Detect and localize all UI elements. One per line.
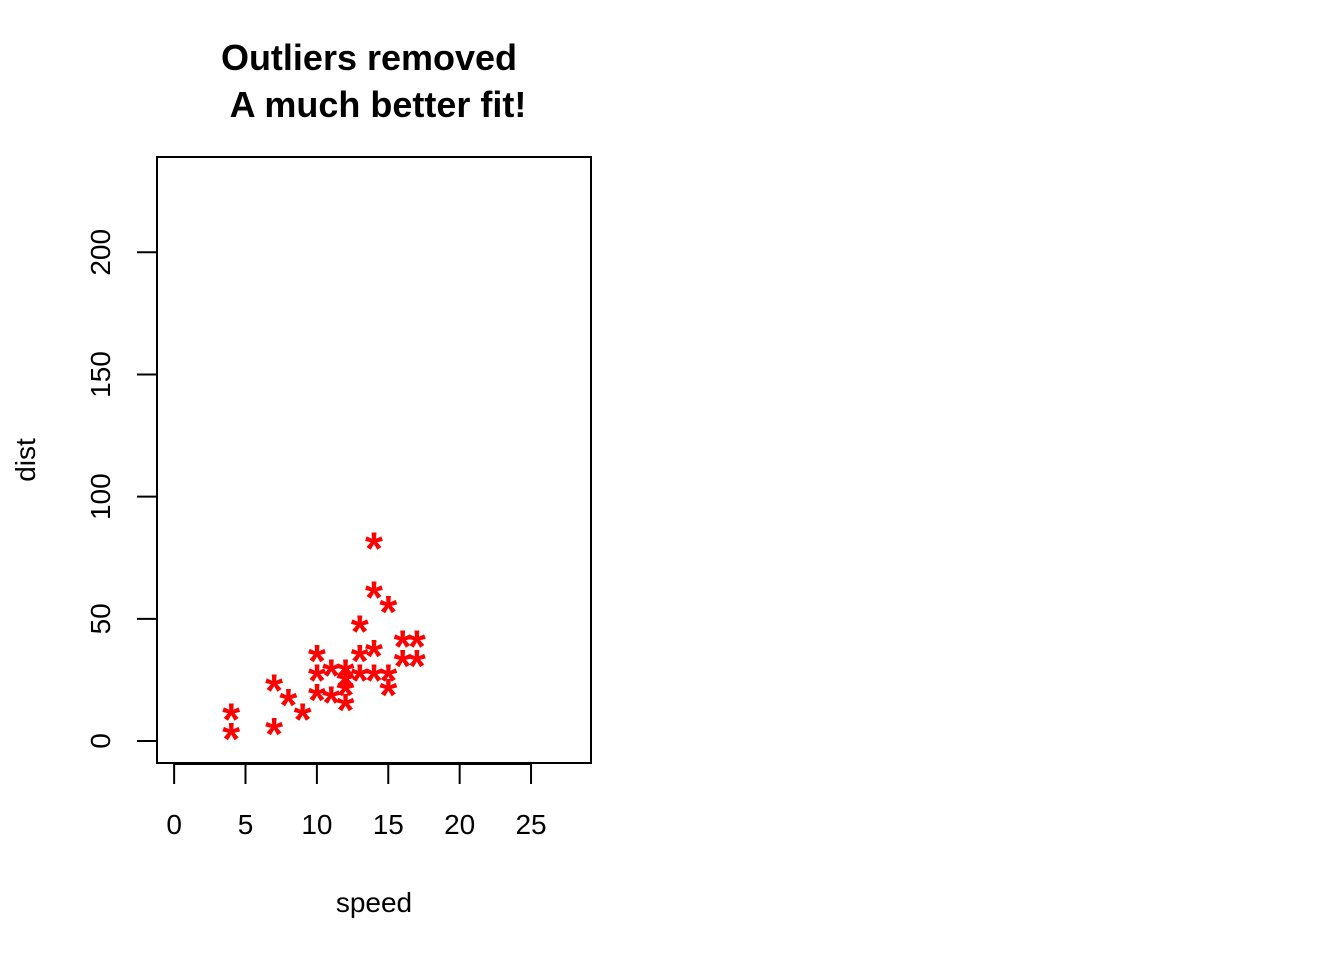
data-point: * [379, 654, 397, 706]
data-point: * [379, 669, 397, 721]
y-tick-label: 50 [85, 603, 116, 634]
y-tick-label: 100 [85, 473, 116, 520]
data-point: * [336, 669, 354, 721]
data-point: * [222, 694, 240, 746]
data-point: * [308, 654, 326, 706]
data-point: * [222, 713, 240, 765]
data-point: * [408, 640, 426, 692]
data-point: * [365, 654, 383, 706]
data-point: * [294, 694, 312, 746]
data-points: ** *************************** [222, 523, 426, 766]
data-point: * [308, 635, 326, 687]
x-tick-label: 5 [238, 809, 254, 840]
x-tick-label: 15 [373, 809, 404, 840]
data-point: * [322, 650, 340, 702]
y-tick-label: 150 [85, 351, 116, 398]
chart-title-line-2: A much better fit! [230, 84, 527, 125]
chart-title-line-1: Outliers removed [221, 37, 517, 78]
x-axis-label: speed [336, 887, 412, 918]
data-point: * [365, 571, 383, 623]
data-point: * [365, 630, 383, 682]
x-tick-label: 20 [444, 809, 475, 840]
x-axis: 0 5 10 15 20 25 [166, 763, 547, 840]
data-point: * [365, 523, 383, 575]
data-point: * [265, 664, 283, 716]
data-point: * [336, 684, 354, 736]
data-point: * [351, 606, 369, 658]
data-point: * [394, 620, 412, 672]
x-tick-label: 0 [166, 809, 182, 840]
data-point: * [351, 635, 369, 687]
data-point: * [408, 620, 426, 672]
data-point: * [336, 650, 354, 702]
data-point: * [265, 708, 283, 760]
y-tick-label: 0 [85, 733, 116, 749]
data-point: * [351, 654, 369, 706]
data-point: * [322, 676, 340, 728]
data-point: * [394, 640, 412, 692]
x-tick-label: 25 [515, 809, 546, 840]
y-axis: 0 50 100 150 200 [85, 229, 158, 749]
data-point: * [279, 679, 297, 731]
data-point: * [336, 659, 354, 711]
y-tick-label: 200 [85, 229, 116, 276]
y-axis-label: dist [10, 438, 41, 482]
x-tick-label: 10 [301, 809, 332, 840]
data-point: * [379, 586, 397, 638]
data-point: * [308, 674, 326, 726]
